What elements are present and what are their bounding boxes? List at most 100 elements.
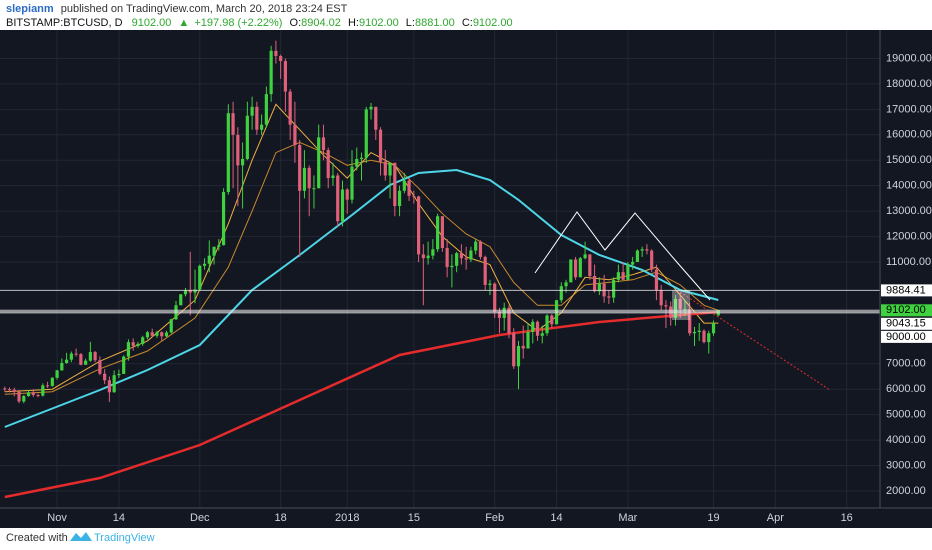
- highlight-box: [672, 290, 690, 320]
- candle-body: [573, 259, 578, 278]
- y-tick-label: 16000.00: [886, 129, 932, 141]
- ohlc-value: 8881.00: [415, 17, 455, 29]
- candle-body: [407, 180, 411, 196]
- candle-body: [198, 265, 202, 290]
- candle-body: [103, 373, 107, 381]
- moving-average: [4, 168, 719, 428]
- x-tick-label: 2018: [335, 512, 359, 524]
- x-tick-label: 16: [841, 512, 853, 524]
- candle-body: [60, 362, 64, 371]
- candle-body: [145, 332, 150, 338]
- candle-body: [383, 161, 387, 176]
- candle-body: [64, 359, 69, 363]
- footer-bg: [0, 528, 932, 550]
- candle-body: [279, 55, 283, 62]
- candle-body: [588, 254, 592, 276]
- candle-body: [569, 259, 573, 283]
- candle-body: [426, 255, 430, 259]
- x-tick-label: Feb: [485, 512, 504, 524]
- candle-body: [264, 94, 268, 125]
- y-tick-label: 15000.00: [886, 154, 932, 166]
- pattern-drawing: [534, 211, 711, 301]
- candle-body: [488, 283, 492, 285]
- candle-body: [22, 396, 26, 402]
- candle-body: [141, 337, 145, 344]
- candle-body: [117, 373, 121, 376]
- candle-body: [345, 189, 349, 200]
- y-tick-label: 19000.00: [886, 52, 932, 64]
- candle-body: [260, 124, 264, 130]
- candle-body: [378, 129, 383, 162]
- candle-body: [421, 254, 425, 259]
- candle-body: [155, 332, 159, 336]
- candle-body: [293, 124, 297, 145]
- ohlc-label: L:: [406, 17, 415, 29]
- y-tick-label: 3000.00: [886, 459, 926, 471]
- candle-body: [55, 370, 59, 378]
- candle-body: [450, 265, 454, 268]
- candle-body: [559, 286, 563, 301]
- candle-body: [374, 106, 378, 130]
- candle-body: [597, 283, 601, 292]
- symbol-line: BITSTAMP:BTCUSD, D 9102.00 ▲ +197.98 (+2…: [6, 17, 513, 29]
- footer-brand[interactable]: TradingView: [94, 532, 155, 544]
- candle-body: [431, 249, 435, 256]
- candle-body: [654, 269, 659, 290]
- ohlc-label: O:: [290, 17, 302, 29]
- candle-body: [69, 353, 73, 360]
- candle-body: [645, 249, 649, 251]
- candle-body: [7, 389, 12, 391]
- candle-body: [521, 345, 525, 349]
- candle-body: [664, 305, 668, 307]
- ohlc-label: C:: [462, 17, 473, 29]
- candle-body: [650, 250, 654, 270]
- candle-body: [516, 345, 521, 367]
- published: published on TradingView.com, March 20, …: [61, 3, 348, 15]
- candle-body: [298, 144, 302, 191]
- candle-body: [397, 190, 402, 207]
- y-tick-label: 4000.00: [886, 434, 926, 446]
- symbol: BITSTAMP:BTCUSD, D: [6, 17, 123, 29]
- candle-body: [240, 158, 245, 166]
- candle-body: [350, 166, 354, 200]
- candle-body: [507, 307, 511, 334]
- candle-body: [459, 253, 464, 259]
- candle-body: [188, 289, 192, 293]
- candle-body: [283, 61, 288, 92]
- candle-body: [402, 180, 406, 191]
- candle-body: [26, 392, 31, 397]
- candle-body: [369, 106, 373, 110]
- axes: 2000.00 3000.00 4000.00 5000.00 6000.00 7000.…: [47, 52, 932, 524]
- candle-body: [193, 289, 197, 293]
- candle-body: [107, 380, 112, 393]
- candle-body: [478, 241, 483, 257]
- candle-body: [440, 216, 444, 249]
- candle-body: [616, 272, 620, 280]
- candle-body: [688, 309, 692, 334]
- candle-body: [531, 321, 535, 332]
- trend-line: [679, 291, 831, 391]
- candle-body: [255, 106, 259, 130]
- candle-body: [545, 315, 549, 334]
- x-tick-label: 14: [113, 512, 125, 524]
- candle-body: [36, 395, 40, 397]
- candle-body: [621, 272, 625, 280]
- x-tick-label: 19: [707, 512, 719, 524]
- candle-body: [355, 158, 359, 167]
- chart-bg: [0, 30, 932, 528]
- candle-body: [497, 311, 502, 318]
- author[interactable]: slepianm: [6, 3, 54, 15]
- candle-body: [711, 323, 716, 334]
- candle-body: [673, 298, 678, 318]
- candle-body: [3, 388, 7, 390]
- candle-body: [412, 195, 416, 197]
- candle-body: [388, 162, 392, 176]
- candle-body: [578, 258, 582, 278]
- y-tick-label: 11000.00: [886, 256, 931, 268]
- candle-body: [236, 134, 240, 166]
- candle-body: [359, 157, 364, 159]
- ohlc-label: H:: [348, 17, 359, 29]
- candle-body: [493, 283, 497, 312]
